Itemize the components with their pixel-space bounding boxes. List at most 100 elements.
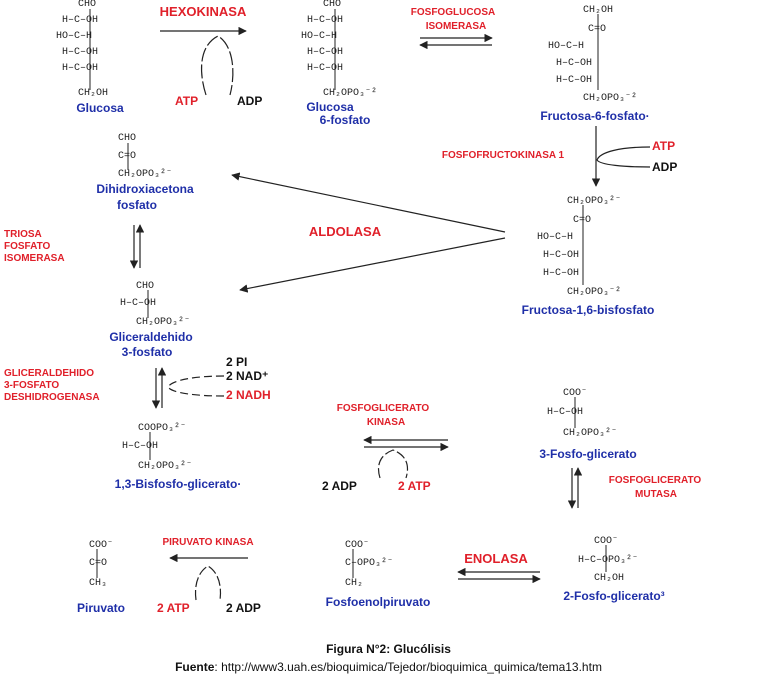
structure-fosfoenolpiruvato: COO⁻ C–OPO₃²⁻ CH₂ [345, 540, 393, 589]
structure-line: CH₃ [89, 578, 107, 589]
cofactor-curve-pgk [377, 449, 409, 479]
structure-line: H–C–OH [120, 298, 156, 309]
enzyme-label-gliceraldehido-3-fosfato-deshidrogenasa: DESHIDROGENASA [4, 392, 100, 403]
enzyme-label-fosfofructokinasa-1: FOSFOFRUCTOKINASA 1 [442, 150, 565, 161]
structure-line: C=O [118, 151, 136, 162]
cofactor-atp-pgk: 2 ATP [398, 479, 431, 493]
cofactor-adp-pgk: 2 ADP [322, 479, 357, 493]
structure-line: H–C–OPO₃²⁻ [578, 555, 638, 566]
reaction-arrow-aldolasa-g3p [239, 237, 506, 293]
reaction-arrow-aldolasa-dhap [231, 172, 506, 233]
structure-line: H–C–OH [307, 63, 343, 74]
enzyme-label-triosa-fosfato-isomerasa: TRIOSA [4, 229, 42, 240]
structure-line: H–C–OH [62, 63, 98, 74]
compound-name-glucosa: Glucosa [76, 101, 124, 115]
enzyme-label-enolasa: ENOLASA [464, 551, 528, 566]
structure-line: CH₂OPO₃⁻² [323, 88, 377, 99]
structure-line: CH₂OPO₃²⁻ [138, 461, 192, 472]
structure-line: HO–C–H [537, 232, 573, 243]
compound-name-3-fosfoglicerato: 3-Fosfo-glicerato [539, 447, 636, 461]
cofactor-atp-pk: 2 ATP [157, 601, 190, 615]
cofactor-pi-gapdh: 2 PI [226, 355, 247, 369]
cofactor-curve-pfk [596, 146, 651, 168]
structure-line: CH₂ [345, 578, 363, 589]
structure-line: CH₂OPO₃²⁻ [567, 196, 621, 207]
compound-name-fructosa-1-6-bisfosfato: Fructosa-1,6-bisfosfato [522, 303, 655, 317]
compound-name-dihidroxiacetona-fosfato: fosfato [117, 198, 157, 212]
cofactor-curve-gapdh [167, 375, 225, 397]
cofactor-atp-hexokinasa: ATP [175, 94, 198, 108]
compound-name-glucosa-6-fosfato: Glucosa [306, 100, 354, 114]
compound-name-glucosa-6-fosfato: 6-fosfato [320, 113, 371, 127]
structure-line: CHO [323, 0, 341, 10]
structure-line: H–C–OH [307, 15, 343, 26]
structure-line: C–OPO₃²⁻ [345, 558, 393, 569]
structure-line: CHO [78, 0, 96, 10]
structure-line: CH₂OPO₃²⁻ [136, 317, 190, 328]
structure-fructosa-6-fosfato: CH₂OH C=O HO–C–H H–C–OH H–C–OH CH₂OPO₃⁻² [548, 5, 637, 104]
structure-line: COO⁻ [345, 540, 369, 551]
structure-gliceraldehido-3-fosfato: CHO H–C–OH CH₂OPO₃²⁻ [120, 281, 190, 328]
enzyme-label-aldolasa: ALDOLASA [309, 224, 382, 239]
cofactor-curve-piruvato-kinasa [194, 565, 222, 601]
structure-line: CH₂OPO₃²⁻ [118, 169, 172, 180]
enzyme-label-gliceraldehido-3-fosfato-deshidrogenasa: GLICERALDEHIDO [4, 368, 94, 379]
structure-line: H–C–OH [547, 407, 583, 418]
structure-line: HO–C–H [56, 31, 92, 42]
structure-line: H–C–OH [307, 47, 343, 58]
enzyme-label-triosa-fosfato-isomerasa: ISOMERASA [4, 253, 65, 264]
structure-line: H–C–OH [556, 58, 592, 69]
cofactor-atp-pfk: ATP [652, 139, 675, 153]
structure-2-fosfoglicerato: COO⁻ H–C–OPO₃²⁻ CH₂OH [578, 536, 638, 584]
compound-name-1-3-bisfosfoglicerato: 1,3-Bisfosfo-glicerato· [115, 477, 242, 491]
enzyme-label-fosfoglucosa-isomerasa: ISOMERASA [426, 21, 487, 32]
compound-name-dihidroxiacetona-fosfato: Dihidroxiacetona [96, 182, 194, 196]
compound-name-gliceraldehido-3-fosfato: Gliceraldehido [109, 330, 192, 344]
structure-fructosa-1-6-bisfosfato: CH₂OPO₃²⁻ C=O HO–C–H H–C–OH H–C–OH CH₂OP… [537, 196, 621, 298]
structure-line: CH₂OH [594, 573, 624, 584]
structure-line: H–C–OH [556, 75, 592, 86]
compound-name-2-fosfoglicerato: 2-Fosfo-glicerato³ [563, 589, 664, 603]
compound-name-fructosa-6-fosfato: Fructosa-6-fosfato· [540, 109, 649, 123]
structure-line: COO⁻ [563, 388, 587, 399]
structure-line: COOPO₃²⁻ [138, 423, 186, 434]
enzyme-label-triosa-fosfato-isomerasa: FOSFATO [4, 241, 51, 252]
enzyme-label-gliceraldehido-3-fosfato-deshidrogenasa: 3-FOSFATO [4, 380, 59, 391]
enzyme-label-hexokinasa: HEXOKINASA [160, 4, 247, 19]
structure-line: CH₂OH [78, 88, 108, 99]
compound-name-gliceraldehido-3-fosfato: 3-fosfato [122, 345, 173, 359]
cofactor-adp-pfk: ADP [652, 160, 677, 174]
enzyme-label-fosfoglicerato-kinasa: FOSFOGLICERATO [337, 403, 430, 414]
source-label: Fuente [175, 660, 215, 674]
cofactor-nadh-gapdh: 2 NADH [226, 388, 271, 402]
structure-line: CHO [118, 133, 136, 144]
structure-piruvato: COO⁻ C=O CH₃ [89, 540, 113, 589]
structure-dihidroxiacetona-fosfato: CHO C=O CH₂OPO₃²⁻ [118, 133, 172, 180]
figure-caption-title: Figura N°2: Glucólisis [326, 642, 451, 656]
structure-line: H–C–OH [62, 15, 98, 26]
cofactor-nad-gapdh: 2 NAD⁺ [226, 369, 268, 383]
cofactor-adp-hexokinasa: ADP [237, 94, 262, 108]
enzyme-label-fosfoglicerato-mutasa: MUTASA [635, 489, 677, 500]
structure-line: H–C–OH [543, 250, 579, 261]
enzyme-label-piruvato-kinasa: PIRUVATO KINASA [162, 537, 253, 548]
enzyme-label-fosfoglucosa-isomerasa: FOSFOGLUCOSA [411, 7, 495, 18]
structure-line: H–C–OH [122, 441, 158, 452]
structure-line: CH₂OPO₃²⁻ [563, 428, 617, 439]
structure-line: H–C–OH [62, 47, 98, 58]
structure-line: CH₂OPO₃⁻² [583, 93, 637, 104]
structure-line: CH₂OPO₃⁻² [567, 287, 621, 298]
compound-name-piruvato: Piruvato [77, 601, 125, 615]
compound-name-fosfoenolpiruvato: Fosfoenolpiruvato [326, 595, 431, 609]
structure-line: CHO [136, 281, 154, 292]
structure-line: HO–C–H [301, 31, 337, 42]
cofactor-curve-hexokinasa [200, 35, 234, 96]
structure-line: C=O [588, 24, 606, 35]
figure-caption-source: Fuente: http://www3.uah.es/bioquimica/Te… [0, 660, 777, 674]
structure-line: HO–C–H [548, 41, 584, 52]
enzyme-label-fosfoglicerato-mutasa: FOSFOGLICERATO [609, 475, 702, 486]
structure-line: C=O [89, 558, 107, 569]
enzyme-label-fosfoglicerato-kinasa: KINASA [367, 417, 405, 428]
